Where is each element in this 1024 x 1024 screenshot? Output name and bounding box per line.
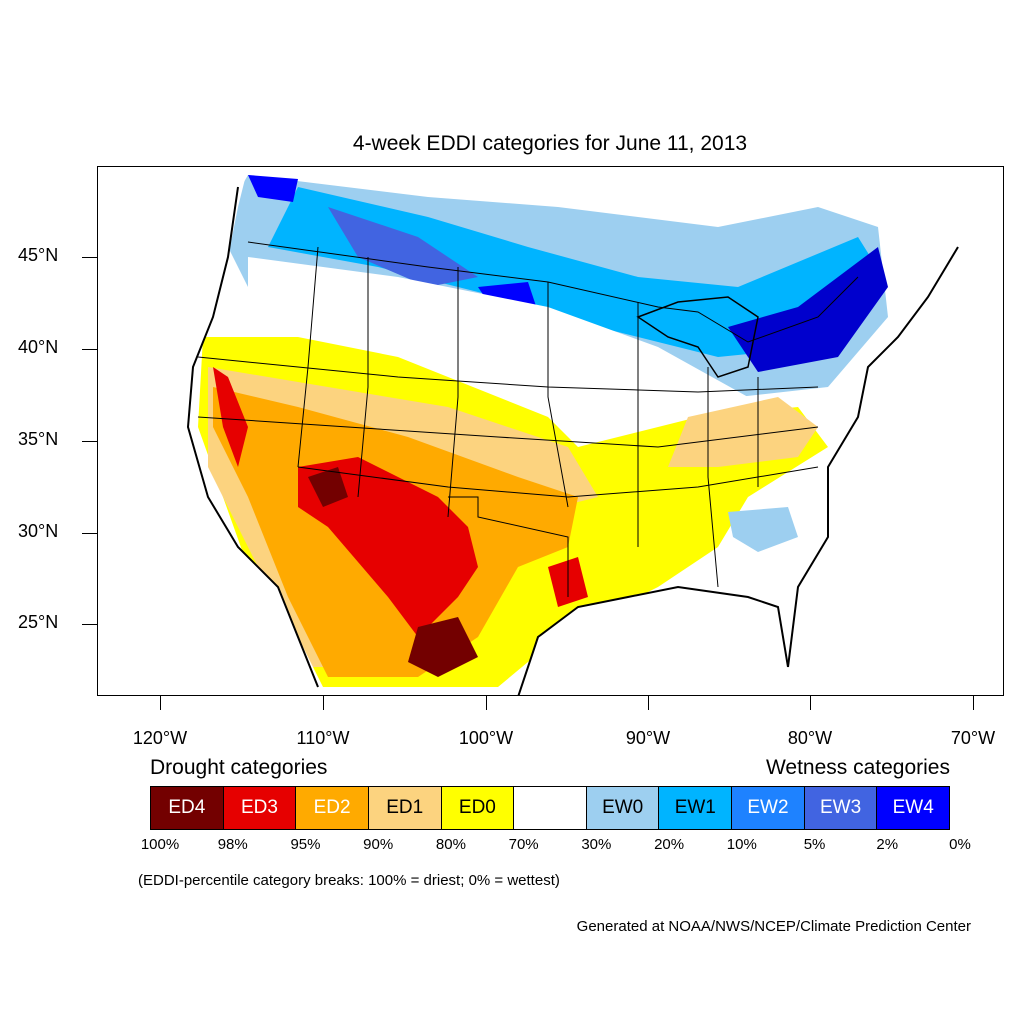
east-coast-line (787, 246, 959, 668)
lon-label: 120°W (132, 728, 188, 748)
state-line (547, 282, 569, 508)
california-ed3-region (213, 367, 248, 467)
west-coast-line (186, 186, 319, 688)
lat-label: 45°N (18, 245, 59, 265)
atlantic-mask (788, 208, 1003, 695)
lon-label: 70°W (950, 728, 996, 748)
boundary-lines (186, 186, 959, 695)
legend-swatch: ED3 (223, 787, 297, 829)
map-title: 4-week EDDI categories for June 11, 2013 (352, 132, 748, 155)
legend-swatch: ED1 (368, 787, 442, 829)
drought-ed3-region (298, 457, 478, 637)
lon-label: 110°W (296, 728, 350, 748)
lon-tick (973, 696, 974, 710)
lon-tick (648, 696, 649, 710)
state-line (447, 267, 459, 518)
break-label: 95% (290, 836, 321, 853)
state-line (707, 367, 719, 588)
drought-ed4-region (408, 617, 478, 677)
gulf-coast-line (517, 585, 789, 695)
legend-swatch: ED4 (151, 787, 224, 829)
lon-tick (160, 696, 161, 710)
break-label: 20% (654, 836, 685, 853)
pacific-ocean-mask (98, 167, 327, 695)
lat-label: 30°N (18, 521, 59, 541)
eddi-map (98, 167, 1003, 695)
break-label: 70% (508, 836, 539, 853)
lat-label: 40°N (18, 337, 59, 357)
us-canada-border (247, 241, 859, 343)
map-panel (97, 166, 1004, 696)
legend-swatch: EW2 (732, 787, 805, 829)
canada-ew3-region (328, 207, 478, 287)
northwest-ew4-region (248, 175, 298, 202)
lon-tick (486, 696, 487, 710)
lon-label: 100°W (458, 728, 514, 748)
lon-tick (323, 696, 324, 710)
break-label: 90% (363, 836, 394, 853)
southeast-ew0-region (728, 507, 798, 552)
state-line (357, 257, 369, 498)
legend-swatch: EW3 (804, 787, 878, 829)
category-color-bar: ED4 ED3 ED2 ED1 ED0 EW0 EW1 EW2 EW3 EW4 (150, 786, 950, 830)
lat-tick (82, 349, 97, 350)
lat-tick (82, 257, 97, 258)
lon-label: 80°W (787, 728, 833, 748)
legend-swatch (514, 787, 587, 829)
lat-tick (82, 624, 97, 625)
legend-swatch: ED0 (441, 787, 515, 829)
texas-border (448, 496, 569, 597)
legend-swatch: ED2 (296, 787, 369, 829)
legend-swatch: EW0 (586, 787, 660, 829)
ontario-ew4-region (728, 247, 888, 372)
break-label: 80% (435, 836, 466, 853)
break-label: 100% (140, 836, 180, 853)
lat-tick (82, 533, 97, 534)
break-label: 2% (876, 836, 899, 853)
state-line (297, 466, 819, 498)
break-label: 0% (949, 836, 971, 853)
lat-label: 35°N (18, 429, 59, 449)
southwest-ed4-region (308, 467, 348, 507)
break-label: 5% (803, 836, 826, 853)
gulf-mask (518, 587, 817, 695)
state-line (297, 246, 319, 468)
break-label: 10% (726, 836, 757, 853)
legend-swatch: EW1 (659, 787, 733, 829)
legend-swatch: EW4 (877, 787, 950, 829)
break-label: 98% (217, 836, 248, 853)
lat-tick (82, 441, 97, 442)
canada-ew1-region (268, 187, 883, 357)
wetness-heading: Wetness categories (765, 756, 950, 779)
great-lakes-outline (636, 296, 759, 378)
lat-label: 25°N (18, 612, 59, 632)
lon-tick (810, 696, 811, 710)
appalachian-ed1-region (668, 397, 818, 467)
drought-heading: Drought categories (150, 756, 328, 779)
category-note: (EDDI-percentile category breaks: 100% =… (138, 872, 560, 889)
lon-label: 90°W (625, 728, 671, 748)
credit-text: Generated at NOAA/NWS/NCEP/Climate Predi… (576, 918, 971, 935)
state-line (197, 416, 819, 448)
break-label: 30% (581, 836, 612, 853)
state-line (197, 356, 819, 393)
